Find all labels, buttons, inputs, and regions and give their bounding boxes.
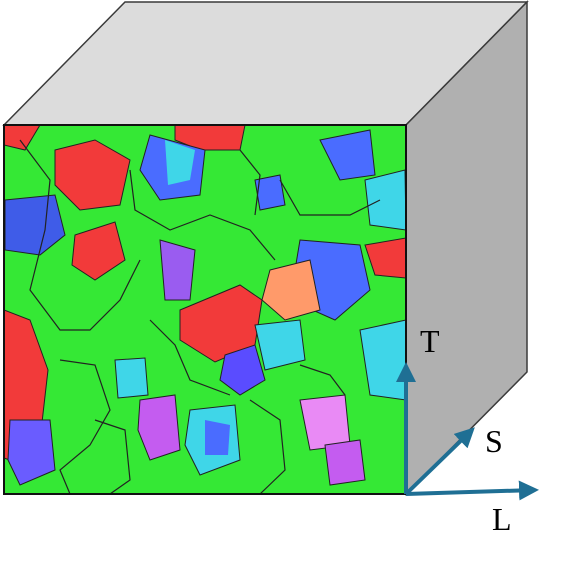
grain-red	[71, 221, 126, 281]
grain-blue	[205, 420, 230, 455]
grain-cyan	[254, 319, 306, 371]
grain-blue	[7, 419, 56, 486]
grain-magenta	[159, 239, 196, 301]
s-axis-label: S	[485, 423, 503, 459]
grain-magenta	[324, 439, 366, 486]
grain-blue	[254, 174, 286, 211]
grain-cyan	[261, 259, 321, 321]
ebsd-orientation-map	[4, 125, 406, 494]
grain-red	[174, 125, 246, 151]
grain-red	[364, 237, 406, 279]
t-axis-label: T	[420, 323, 440, 359]
l-axis-label: L	[492, 501, 512, 537]
grain-blue	[319, 129, 376, 181]
grain-red	[4, 125, 41, 151]
grain-red	[54, 139, 131, 211]
grain-blue	[219, 344, 266, 396]
l-axis-arrow	[405, 480, 539, 501]
grain-cyan	[114, 357, 149, 399]
grain-cyan	[364, 169, 406, 231]
grain-cyan	[165, 140, 195, 185]
grain-magenta	[137, 394, 181, 461]
grain-blue	[359, 319, 406, 401]
cube-front-face-border	[3, 124, 407, 495]
s-axis-arrow	[404, 427, 475, 496]
